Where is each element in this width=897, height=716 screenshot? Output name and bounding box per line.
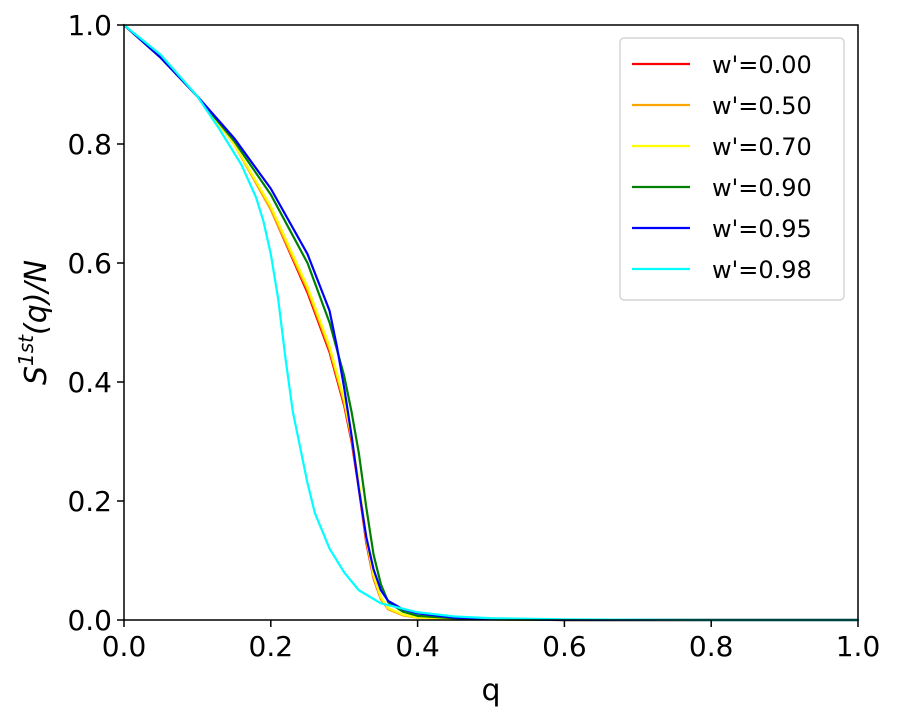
- x-tick-label: 0.0: [102, 630, 147, 663]
- legend-label: w'=0.98: [712, 256, 812, 284]
- x-tick-label: 0.4: [395, 630, 440, 663]
- y-tick-label: 0.0: [67, 604, 112, 637]
- legend-items: w'=0.00 w'=0.50 w'=0.70 w'=0.90 w'=0.95 w'=0.…: [632, 51, 812, 284]
- ticks-layer: 0.0 0.2 0.4 0.6 0.8 1.0 0.0 0.2 0.4 0.6 0.8 1.0: [67, 9, 880, 663]
- legend-label: w'=0.90: [712, 174, 812, 202]
- y-tick-label: 1.0: [67, 9, 112, 42]
- y-tick-label: 0.8: [67, 128, 112, 161]
- legend-label: w'=0.70: [712, 133, 812, 161]
- series-layer: [122, 23, 860, 622]
- y-axis-label: S1st(q)/N: [14, 260, 54, 385]
- x-axis-label: q: [481, 673, 500, 708]
- y-axis-label-superscript: 1st: [14, 334, 38, 366]
- y-axis-label-rest: (q)/N: [19, 260, 54, 335]
- x-tick-label: 0.6: [542, 630, 587, 663]
- series-line-5: [122, 23, 860, 622]
- legend-label: w'=0.95: [712, 215, 812, 243]
- x-tick-label: 0.8: [689, 630, 734, 663]
- plot-frame: [123, 24, 859, 621]
- y-axis-label-base: S: [19, 366, 54, 385]
- x-tick-label: 1.0: [836, 630, 881, 663]
- legend-box: [619, 37, 845, 301]
- legend: w'=0.00 w'=0.50 w'=0.70 w'=0.90 w'=0.95 w'=0.…: [619, 37, 845, 301]
- legend-label: w'=0.50: [712, 92, 812, 120]
- y-tick-label: 0.2: [67, 485, 112, 518]
- x-tick-label: 0.2: [249, 630, 294, 663]
- y-tick-label: 0.4: [67, 366, 112, 399]
- legend-label: w'=0.00: [712, 51, 812, 79]
- y-tick-label: 0.6: [67, 247, 112, 280]
